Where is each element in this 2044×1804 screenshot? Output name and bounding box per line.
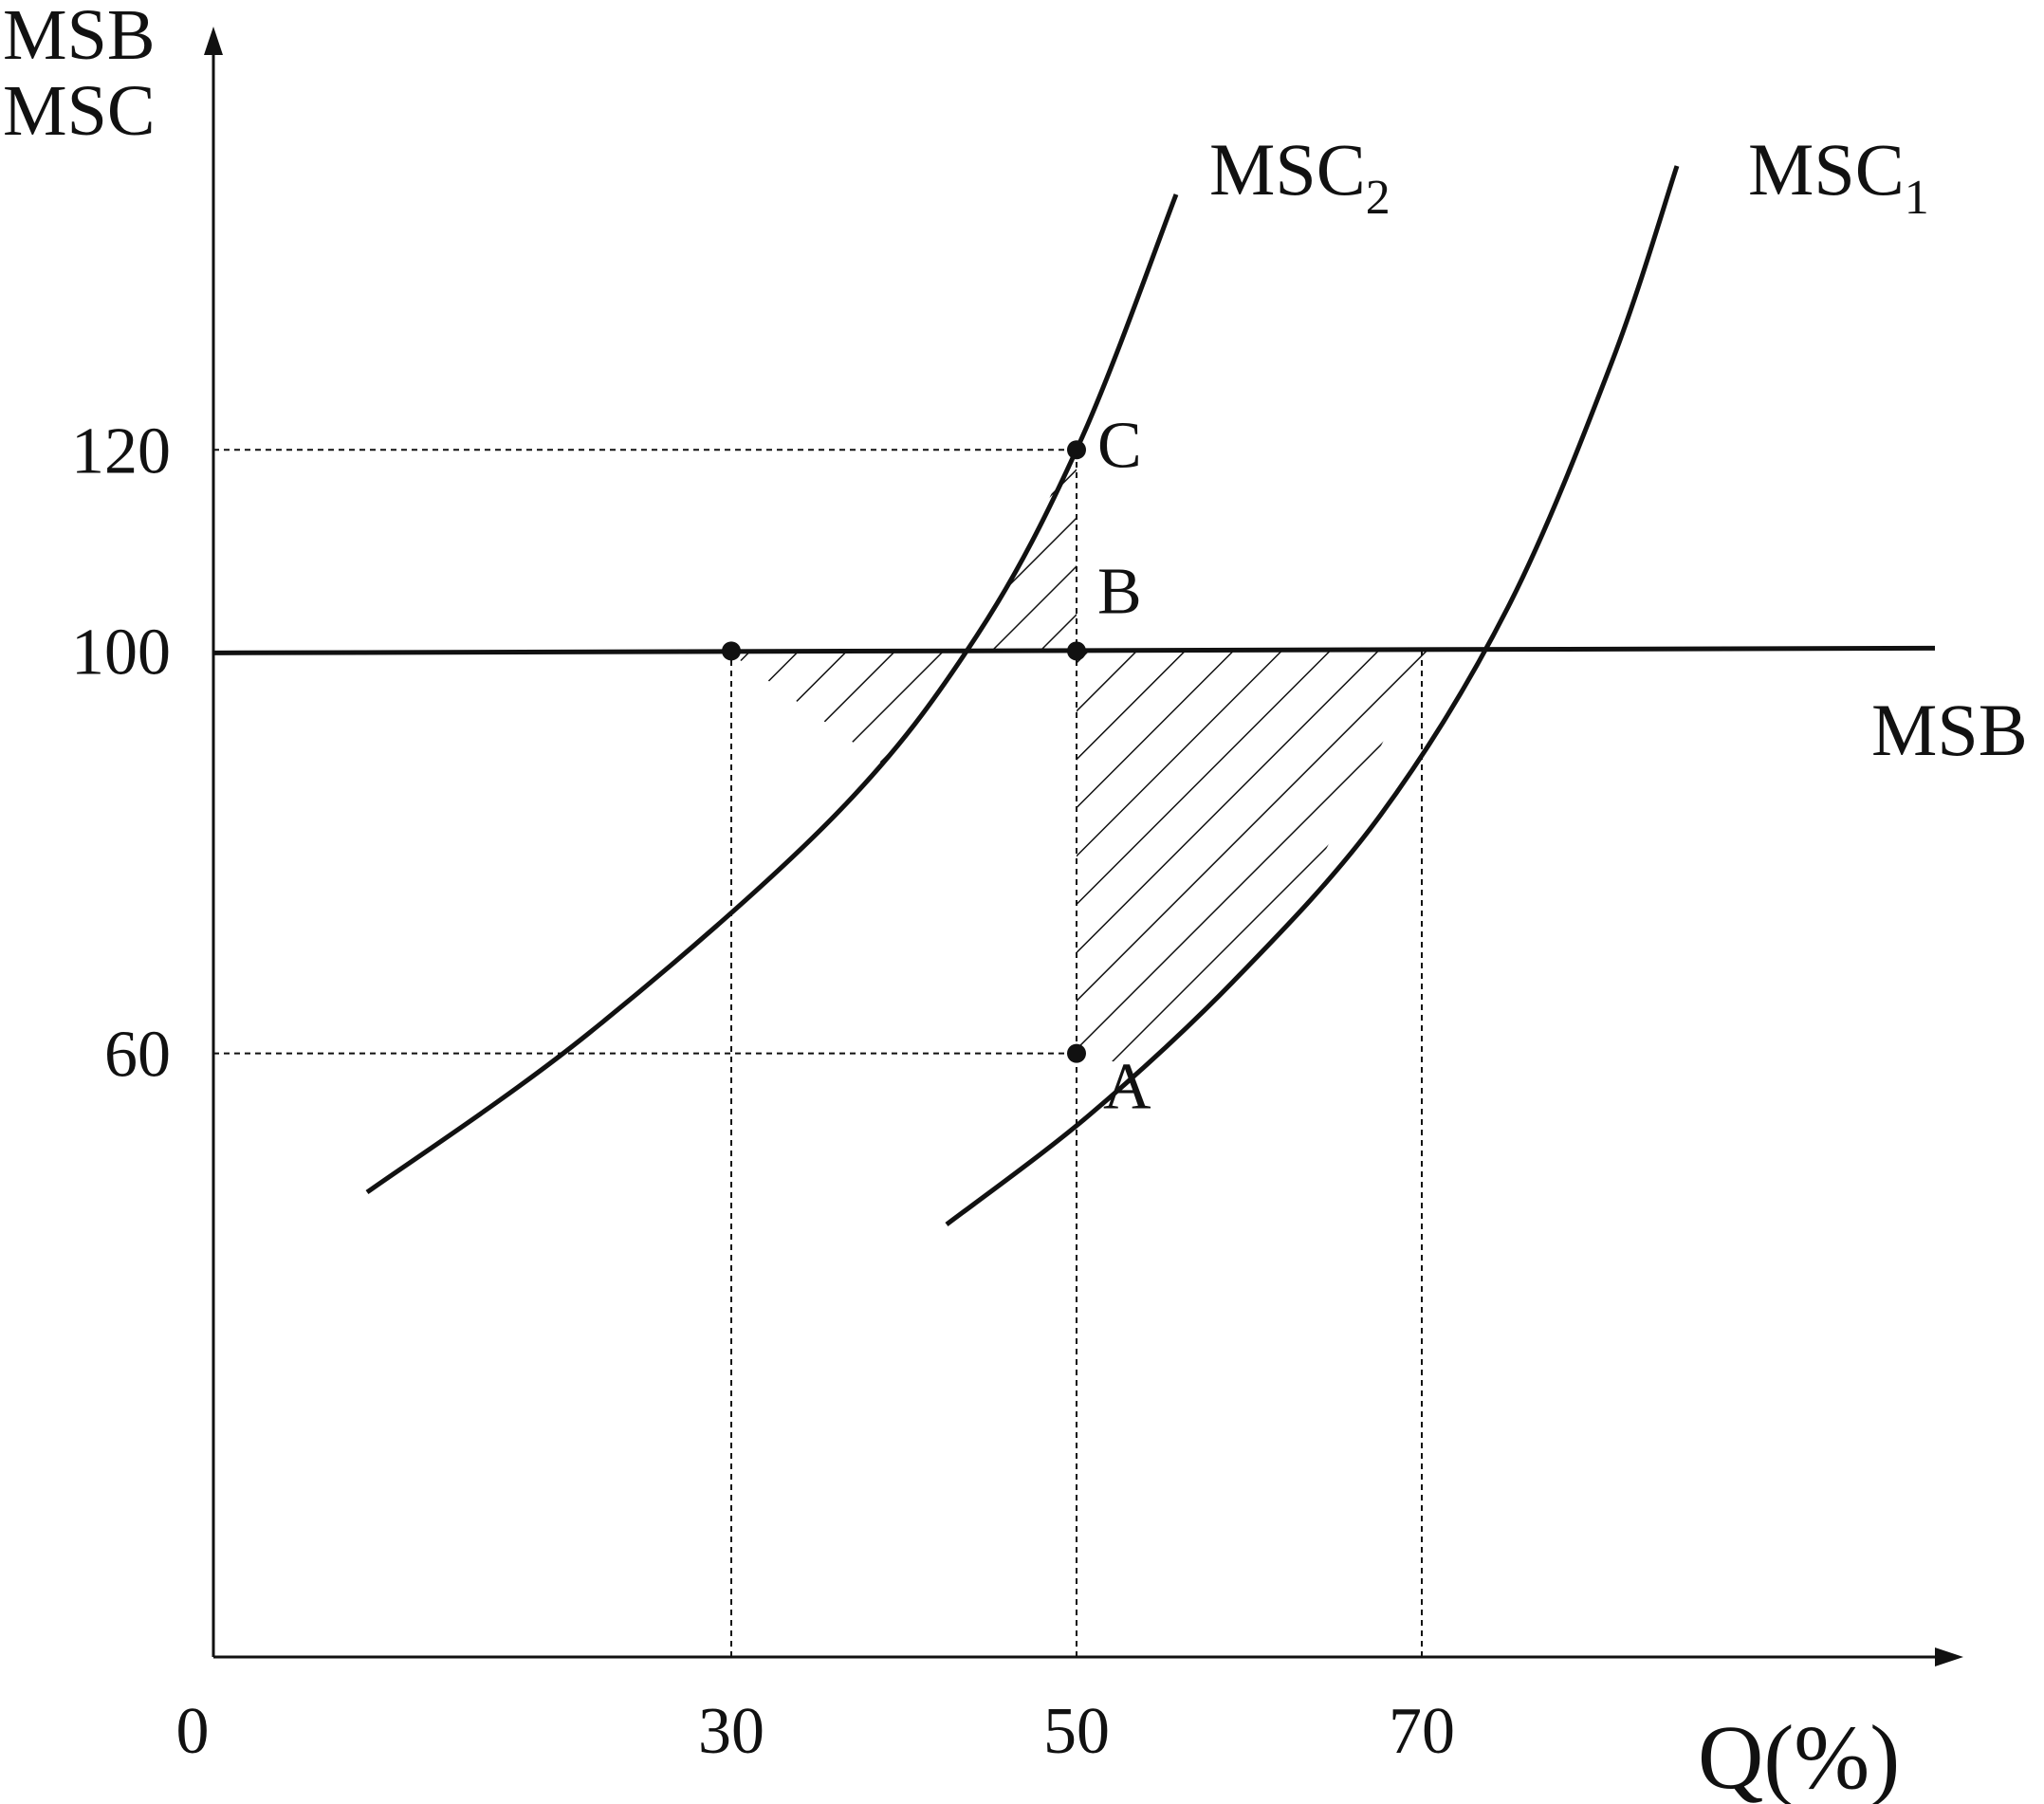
y-axis-title-line1: MSB [3,0,156,75]
series-label-msb-text: MSB [1871,689,2028,771]
y-tick-label-60: 60 [104,1019,171,1092]
series-label-msc1: MSC1 [1748,128,1929,225]
series-label-msb: MSB [1871,689,2028,771]
point-label-c: C [1097,409,1142,482]
y-tick-label-100: 100 [71,616,171,689]
series-label-msc2-subscript: 2 [1366,171,1390,225]
point-label-a: A [1103,1051,1151,1124]
y-axis-title-line2: MSC [3,71,156,151]
series-lines [212,165,1936,1226]
x-axis-arrow [1935,1648,1963,1666]
y-axis-arrow [204,27,223,55]
y-tick-label-120: 120 [71,414,171,488]
series-line-msc1 [945,165,1680,1226]
point-a [1067,1043,1086,1063]
point-c [1067,440,1086,460]
series-label-msc1-text: MSC [1748,128,1905,211]
series-label-msc2-text: MSC [1209,128,1366,211]
data-points [722,440,1086,1063]
x-tick-label-70: 70 [1389,1695,1455,1768]
series-line-msc2 [365,193,1179,1195]
series-label-msc2: MSC2 [1209,128,1390,225]
point-b [1067,641,1086,661]
point-label-b: B [1097,555,1142,628]
axes [204,27,1963,1666]
x-axis-title: Q(%) [1698,1706,1900,1804]
point-msc2-msb-intersection [722,641,741,661]
origin-label: 0 [176,1695,210,1768]
reference-lines [213,449,1423,1657]
series-label-msc1-subscript: 1 [1905,171,1929,225]
x-tick-label-50: 50 [1043,1695,1110,1768]
x-tick-label-30: 30 [698,1695,764,1768]
